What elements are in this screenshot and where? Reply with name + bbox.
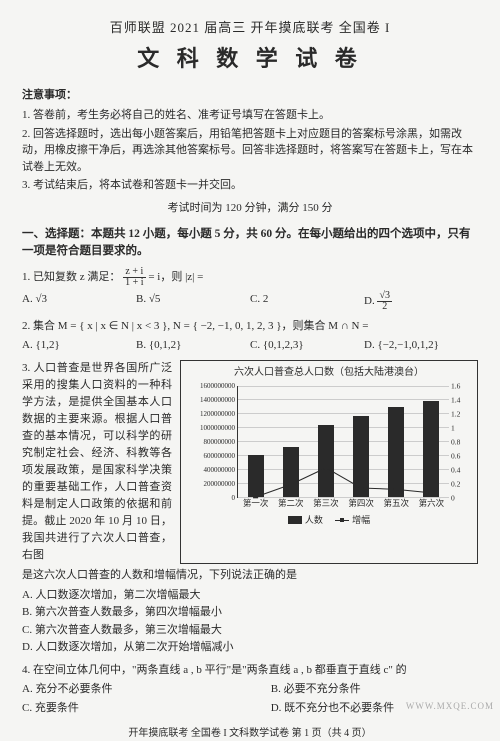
q4-option-c: C. 充要条件 bbox=[22, 700, 271, 717]
ytick-left: 1600000000 bbox=[189, 380, 235, 391]
ytick-right: 1.6 bbox=[451, 380, 469, 391]
ytick-right: 0.4 bbox=[451, 464, 469, 475]
question-1: 1. 已知复数 z 满足： z + i 1 + i = i，则 |z| = A.… bbox=[22, 267, 478, 312]
legend-bar-icon bbox=[288, 516, 302, 524]
gridline bbox=[238, 497, 449, 498]
exam-time: 考试时间为 120 分钟，满分 150 分 bbox=[22, 200, 478, 217]
watermark: WWW.MXQE.COM bbox=[406, 700, 494, 714]
exam-header-line1: 百师联盟 2021 届高三 开年摸底联考 全国卷 I bbox=[22, 18, 478, 38]
x-label: 第三次 bbox=[313, 497, 339, 510]
x-label: 第五次 bbox=[383, 497, 409, 510]
ytick-left: 800000000 bbox=[189, 436, 235, 447]
q1-option-a: A. √3 bbox=[22, 291, 136, 312]
q1-fraction: z + i 1 + i bbox=[123, 267, 145, 288]
q2-option-d: D. {−2,−1,0,1,2} bbox=[364, 337, 478, 354]
q1-option-b: B. √5 bbox=[136, 291, 250, 312]
chart-legend: 人数 增幅 bbox=[187, 514, 471, 528]
page-footer: 开年摸底联考 全国卷 I 文科数学试卷 第 1 页（共 4 页） bbox=[22, 726, 478, 741]
ytick-right: 0.2 bbox=[451, 478, 469, 489]
q1-d-num: √3 bbox=[377, 291, 392, 302]
ytick-right: 1 bbox=[451, 422, 469, 433]
q1-option-c: C. 2 bbox=[250, 291, 364, 312]
population-chart: 六次人口普查总人口数（包括大陆港澳台） 16000000001.61400000… bbox=[180, 360, 478, 565]
ytick-right: 0.6 bbox=[451, 450, 469, 461]
ytick-right: 1.4 bbox=[451, 394, 469, 405]
ytick-right: 1.2 bbox=[451, 408, 469, 419]
legend-bar-label: 人数 bbox=[305, 515, 323, 525]
q1-stem-pre: 1. 已知复数 z 满足： bbox=[22, 271, 120, 283]
x-label: 第四次 bbox=[348, 497, 374, 510]
chart-title: 六次人口普查总人口数（包括大陆港澳台） bbox=[187, 365, 471, 380]
q2-option-c: C. {0,1,2,3} bbox=[250, 337, 364, 354]
section-1-title: 一、选择题：本题共 12 小题，每小题 5 分，共 60 分。在每小题给出的四个… bbox=[22, 226, 478, 261]
q2-option-b: B. {0,1,2} bbox=[136, 337, 250, 354]
line-series bbox=[238, 386, 449, 497]
ytick-left: 1400000000 bbox=[189, 394, 235, 405]
question-3: 3. 人口普查是世界各国所广泛采用的搜集人口资料的一种科学方法，是提供全国基本人… bbox=[22, 360, 478, 656]
question-2: 2. 集合 M = { x | x ∈ N | x < 3 }, N = { −… bbox=[22, 318, 478, 354]
legend-line-icon bbox=[335, 520, 349, 521]
q3-cont: 是这六次人口普查的人数和增幅情况，下列说法正确的是 bbox=[22, 567, 478, 584]
q3-text: 3. 人口普查是世界各国所广泛采用的搜集人口资料的一种科学方法，是提供全国基本人… bbox=[22, 360, 172, 565]
plot-area: 第一次第二次第三次第四次第五次第六次 bbox=[237, 386, 449, 498]
ytick-left: 400000000 bbox=[189, 464, 235, 475]
q3-option-a: A. 人口数逐次增加，第二次增幅最大 bbox=[22, 587, 478, 604]
x-label: 第六次 bbox=[419, 497, 445, 510]
ytick-right: 0.8 bbox=[451, 436, 469, 447]
q3-option-b: B. 第六次普查人数最多，第四次增幅最小 bbox=[22, 604, 478, 621]
q3-option-d: D. 人口数逐次增加，从第二次开始增幅减小 bbox=[22, 639, 478, 656]
notice-item: 1. 答卷前，考生务必将自己的姓名、准考证号填写在答题卡上。 bbox=[22, 107, 478, 124]
ytick-left: 1000000000 bbox=[189, 422, 235, 433]
q1-frac-num: z + i bbox=[123, 267, 145, 278]
q1-option-d: D. √3 2 bbox=[364, 291, 478, 312]
x-label: 第一次 bbox=[243, 497, 269, 510]
notice-title: 注意事项： bbox=[22, 87, 478, 104]
q2-stem: 2. 集合 M = { x | x ∈ N | x < 3 }, N = { −… bbox=[22, 318, 478, 335]
legend-line-label: 增幅 bbox=[352, 515, 370, 525]
x-label: 第二次 bbox=[278, 497, 304, 510]
q4-option-b: B. 必要不充分条件 bbox=[271, 681, 478, 698]
q4-stem: 4. 在空间立体几何中，"两条直线 a , b 平行"是"两条直线 a , b … bbox=[22, 662, 478, 679]
ytick-left: 200000000 bbox=[189, 478, 235, 489]
q1-frac-den: 1 + i bbox=[123, 278, 145, 288]
q1-stem-post: = i，则 |z| = bbox=[148, 271, 203, 283]
ytick-right: 0 bbox=[451, 492, 469, 503]
q2-option-a: A. {1,2} bbox=[22, 337, 136, 354]
q3-option-c: C. 第六次普查人数最多，第三次增幅最大 bbox=[22, 622, 478, 639]
q4-option-a: A. 充分不必要条件 bbox=[22, 681, 271, 698]
notice-item: 2. 回答选择题时，选出每小题答案后，用铅笔把答题卡上对应题目的答案标号涂黑，如… bbox=[22, 126, 478, 176]
q1-d-pre: D. bbox=[364, 295, 377, 307]
notice-item: 3. 考试结束后，将本试卷和答题卡一并交回。 bbox=[22, 177, 478, 194]
q1-d-den: 2 bbox=[377, 302, 392, 312]
ytick-left: 0 bbox=[189, 492, 235, 503]
ytick-left: 1200000000 bbox=[189, 408, 235, 419]
exam-title: 文 科 数 学 试 卷 bbox=[22, 42, 478, 75]
ytick-left: 600000000 bbox=[189, 450, 235, 461]
